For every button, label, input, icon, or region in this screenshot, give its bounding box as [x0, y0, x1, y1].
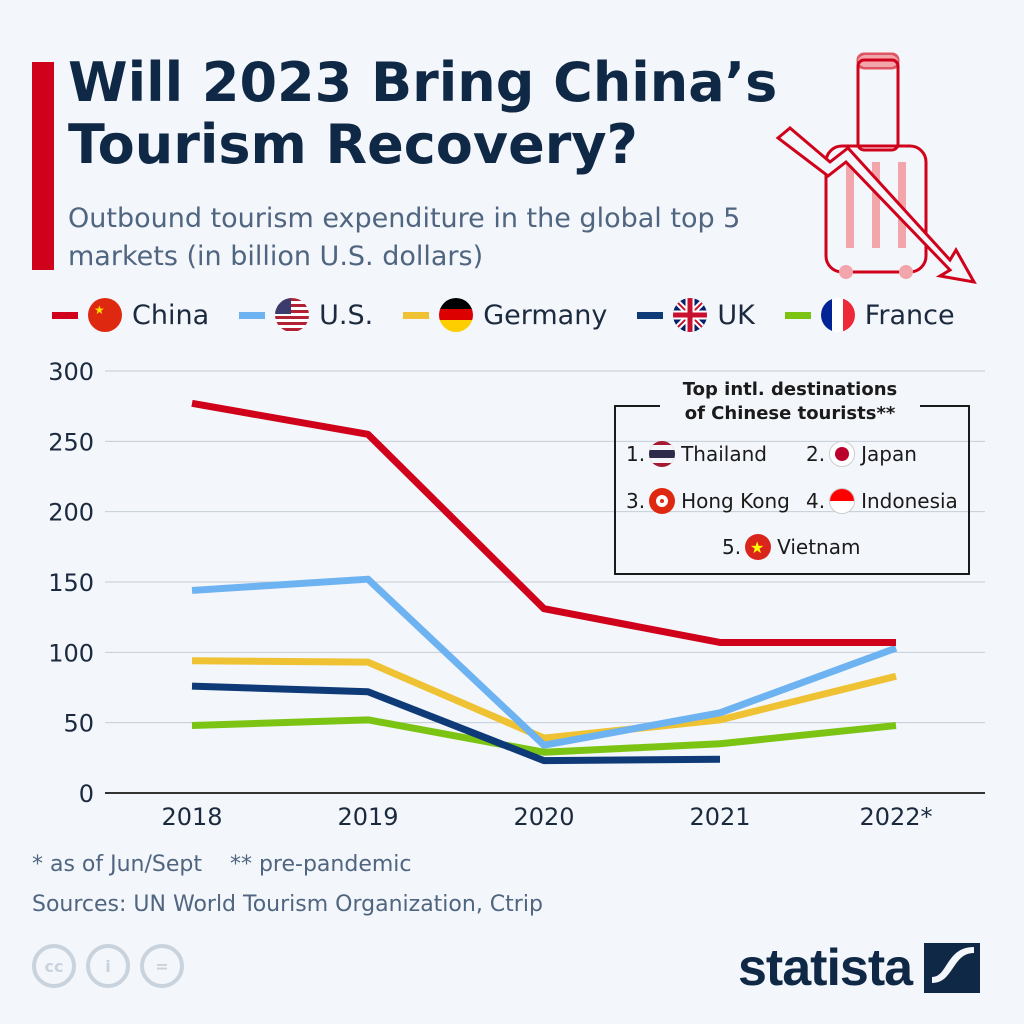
destination-rank: 2.	[806, 442, 826, 466]
series-line-china	[191, 399, 896, 646]
destination-name: Thailand	[681, 442, 767, 466]
legend-swatch	[239, 311, 266, 319]
svg-text:★: ★	[750, 538, 764, 557]
legend-label: Germany	[483, 299, 608, 331]
x-tick-label: 2021	[689, 803, 750, 831]
no-derivatives-icon[interactable]: =	[140, 944, 184, 988]
series-line-uk	[191, 682, 721, 765]
page-title: Will 2023 Bring China’s Tourism Recovery…	[68, 51, 778, 176]
series-line-france	[191, 716, 897, 756]
destination-rank: 4.	[806, 489, 826, 513]
destinations-title-line2: of Chinese tourists**	[684, 403, 896, 424]
chart-legend: ★ China U.S. Germany UK France	[52, 298, 985, 332]
statista-logo-mark-icon	[924, 943, 981, 993]
series-line-germany	[191, 657, 897, 742]
destination-item: 4. Indonesia	[806, 488, 958, 514]
svg-text:★: ★	[94, 303, 105, 317]
destination-rank: 3.	[626, 489, 646, 513]
legend-item-china: ★ China	[52, 298, 209, 332]
source-text: Sources: UN World Tourism Organization, …	[32, 892, 543, 917]
destinations-title-line1: Top intl. destinations	[682, 379, 898, 400]
vietnam-flag-icon: ★	[745, 534, 772, 560]
line-chart: 0 50 100 150 200 250 300 2018 2019 2020 2021 2022*	[48, 358, 985, 831]
y-tick-label: 150	[48, 569, 94, 597]
destination-item: 2. Japan	[806, 441, 917, 467]
suitcase-decline-icon	[775, 52, 977, 285]
creative-commons-icon[interactable]: cc	[32, 944, 76, 988]
destinations-title: Top intl. destinations of Chinese touris…	[660, 378, 920, 426]
y-tick-label: 200	[48, 499, 94, 527]
y-tick-label: 300	[48, 358, 94, 386]
x-tick-label: 2019	[337, 803, 398, 831]
destination-item: 1. Thailand	[626, 441, 767, 467]
legend-item-uk: UK	[637, 298, 755, 332]
legend-swatch	[52, 311, 78, 319]
legend-label: UK	[717, 299, 755, 331]
y-tick-label: 50	[63, 710, 94, 738]
legend-item-germany: Germany	[403, 298, 607, 332]
legend-item-us: U.S.	[239, 298, 373, 332]
x-tick-label: 2020	[513, 803, 574, 831]
x-tick-label: 2022*	[859, 803, 932, 831]
license-icons: cc i =	[32, 944, 184, 988]
footnote-text: * as of Jun/Sept ** pre-pandemic	[32, 852, 412, 877]
hong-kong-flag-icon	[649, 488, 676, 514]
page-subtitle: Outbound tourism expenditure in the glob…	[68, 203, 741, 272]
china-flag-icon: ★	[88, 298, 122, 332]
destination-item: 3. Hong Kong	[626, 488, 790, 514]
series-line-us	[191, 575, 898, 749]
destination-name: Indonesia	[861, 489, 958, 513]
statista-logo[interactable]: statista	[738, 938, 981, 998]
legend-label: U.S.	[319, 299, 374, 331]
germany-flag-icon	[439, 298, 474, 332]
destination-rank: 1.	[626, 442, 646, 466]
attribution-icon[interactable]: i	[86, 944, 130, 988]
thailand-flag-icon	[649, 441, 676, 467]
legend-label: France	[864, 299, 955, 331]
destination-rank: 5.	[722, 535, 742, 559]
destination-item: 5. ★ Vietnam	[722, 534, 860, 560]
y-tick-label: 250	[48, 428, 94, 456]
destination-name: Hong Kong	[681, 489, 790, 513]
indonesia-flag-icon	[829, 488, 856, 514]
destination-name: Vietnam	[777, 535, 861, 559]
legend-swatch	[637, 311, 664, 319]
y-tick-label: 0	[79, 780, 94, 808]
legend-item-france: France	[784, 298, 955, 332]
y-tick-label: 100	[48, 639, 94, 667]
legend-swatch	[403, 311, 430, 319]
legend-swatch	[784, 311, 811, 319]
destination-name: Japan	[861, 442, 917, 466]
x-tick-label: 2018	[161, 803, 222, 831]
france-flag-icon	[820, 298, 855, 332]
uk-flag-icon	[673, 298, 708, 332]
legend-label: China	[132, 299, 210, 331]
title-accent-bar	[32, 62, 54, 270]
japan-flag-icon	[829, 441, 856, 467]
footnotes: * as of Jun/Sept ** pre-pandemic Sources…	[32, 845, 543, 925]
us-flag-icon	[275, 298, 310, 332]
statista-wordmark: statista	[738, 939, 913, 997]
